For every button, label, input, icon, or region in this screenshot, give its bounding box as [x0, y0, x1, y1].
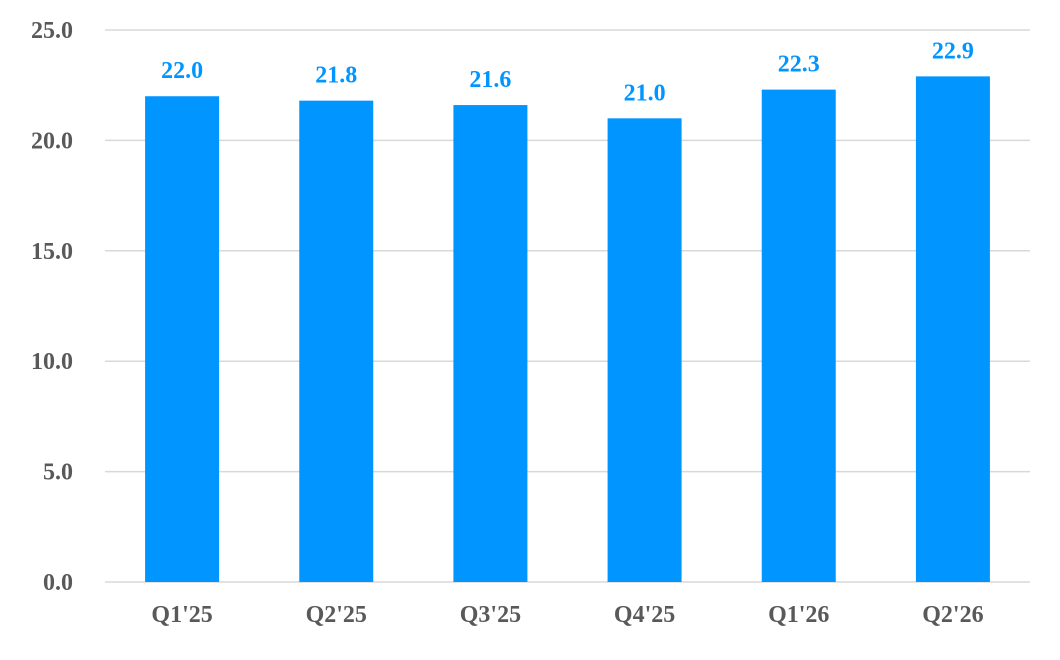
- data-label: 22.3: [778, 52, 820, 78]
- y-tick-label: 25.0: [31, 18, 73, 44]
- x-tick-label: Q2'26: [922, 602, 983, 628]
- y-tick-label: 20.0: [31, 128, 73, 154]
- x-tick-label: Q3'25: [460, 602, 521, 628]
- data-label: 22.0: [161, 58, 203, 84]
- data-label: 21.8: [315, 63, 357, 89]
- data-labels: 22.0 21.8 21.6 21.0 22.3 22.9: [161, 38, 974, 106]
- bar: [145, 96, 220, 583]
- bar: [453, 105, 528, 583]
- x-tick-label: Q1'26: [768, 602, 829, 628]
- y-tick-label: 15.0: [31, 239, 73, 265]
- x-axis-tick-labels: Q1'25 Q2'25 Q3'25 Q4'25 Q1'26 Q2'26: [151, 602, 983, 628]
- y-tick-label: 5.0: [43, 460, 73, 486]
- bar: [607, 118, 682, 582]
- data-label: 21.0: [624, 80, 666, 106]
- data-label: 21.6: [469, 67, 511, 93]
- y-tick-label: 10.0: [31, 349, 73, 375]
- grid-lines: [105, 29, 1030, 583]
- data-label: 22.9: [932, 38, 974, 64]
- x-tick-label: Q4'25: [614, 602, 675, 628]
- bar: [761, 89, 836, 582]
- y-tick-label: 0.0: [43, 570, 73, 596]
- x-tick-label: Q2'25: [306, 602, 367, 628]
- y-axis-tick-labels: 0.0 5.0 10.0 15.0 20.0 25.0: [31, 18, 73, 596]
- x-tick-label: Q1'25: [151, 602, 212, 628]
- bars: [145, 76, 990, 583]
- bar: [915, 76, 990, 583]
- bar: [299, 100, 374, 582]
